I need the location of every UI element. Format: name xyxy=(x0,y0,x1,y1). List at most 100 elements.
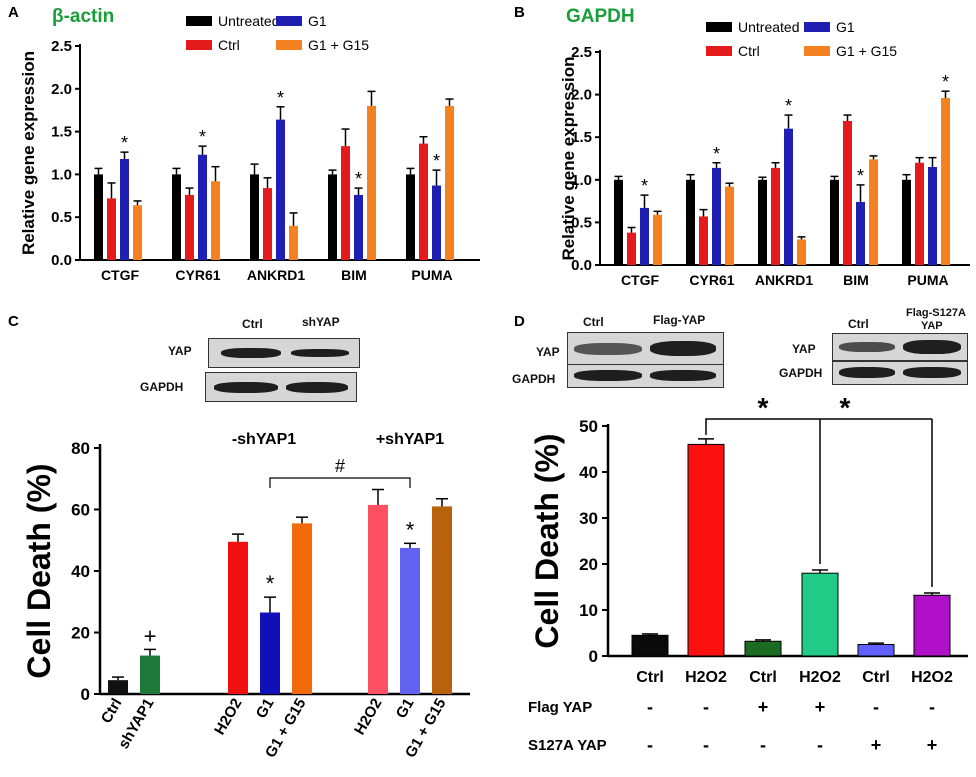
y-tick-label: 30 xyxy=(579,509,598,528)
y-tick-label: 80 xyxy=(71,439,90,458)
y-tick-label: 0.5 xyxy=(51,209,72,226)
bar xyxy=(198,154,207,260)
x-tick-label: H2O2 xyxy=(799,669,841,686)
y-tick-label: 1.0 xyxy=(51,166,72,183)
blot-d2-lane-flag-s127a: Flag-S127A xyxy=(906,307,966,319)
bar xyxy=(107,198,116,260)
x-tick-label: BIM xyxy=(341,267,367,283)
legend-swatch xyxy=(804,22,830,32)
x-tick-label: CYR61 xyxy=(175,267,220,283)
bar xyxy=(653,214,662,265)
blot-d1-lane-flag-yap: Flag-YAP xyxy=(653,313,706,327)
blot-c-yap-strip xyxy=(208,338,360,368)
y-tick-label: 1.5 xyxy=(571,129,592,146)
bar xyxy=(94,174,103,260)
y-tick-label: 40 xyxy=(579,463,598,482)
bar xyxy=(341,146,350,260)
significance-star: * xyxy=(355,169,362,189)
x-tick-label: Ctrl xyxy=(749,669,777,686)
x-tick-label: CTGF xyxy=(621,272,660,288)
legend-swatch xyxy=(276,16,302,26)
condition-mark: - xyxy=(817,735,823,755)
y-tick-label: 0.5 xyxy=(571,214,592,231)
bar xyxy=(292,523,312,694)
legend-label: Untreated xyxy=(738,19,799,35)
y-tick-label: 1.0 xyxy=(571,172,592,189)
blot-d1-gapdh-strip xyxy=(567,364,724,388)
blot-c-row-yap: YAP xyxy=(168,344,192,358)
bar xyxy=(712,167,721,265)
chart-d: 0 10 20 30 40 50 Cell Death (%) Ctrl H2O2 Ctrl H2O… xyxy=(528,392,968,755)
significance-star: * xyxy=(121,133,128,153)
significance-star: * xyxy=(758,392,769,423)
bar xyxy=(928,167,937,265)
blot-c-row-gapdh: GAPDH xyxy=(140,380,184,394)
legend-swatch xyxy=(706,22,732,32)
significance-bracket xyxy=(269,477,411,488)
condition-mark: - xyxy=(703,697,709,717)
bar xyxy=(250,174,259,260)
bar xyxy=(631,634,669,657)
x-tick-label: PUMA xyxy=(411,267,452,283)
y-tick-label: 2.5 xyxy=(51,38,72,55)
y-tick-label: 50 xyxy=(579,417,598,436)
x-tick-label: G1 xyxy=(253,696,278,722)
bar xyxy=(744,640,782,657)
blot-d2-row-yap: YAP xyxy=(792,342,816,356)
bar xyxy=(797,239,806,265)
bar xyxy=(640,207,649,265)
bar xyxy=(354,194,363,260)
bar xyxy=(784,128,793,265)
y-tick-label: 0.0 xyxy=(51,252,72,269)
bar xyxy=(758,179,767,265)
bar xyxy=(771,167,780,265)
blot-d2-lane-ctrl: Ctrl xyxy=(848,317,869,331)
condition-mark: - xyxy=(760,735,766,755)
bar xyxy=(915,162,924,265)
chart-a: 0.0 0.5 1.0 1.5 2.0 2.5 Relative gene expressi… xyxy=(19,6,480,283)
significance-bracket xyxy=(705,418,932,435)
x-tick-label: Ctrl xyxy=(636,669,664,686)
condition-mark: - xyxy=(703,735,709,755)
y-tick-label: 40 xyxy=(71,562,90,581)
bar xyxy=(432,185,441,260)
bar xyxy=(686,179,695,265)
x-tick-label: CTGF xyxy=(101,267,140,283)
condition-row-label: S127A YAP xyxy=(528,737,607,754)
bar xyxy=(400,547,420,694)
bar xyxy=(627,232,636,265)
x-tick-label: PUMA xyxy=(907,272,948,288)
bar xyxy=(687,443,725,657)
blot-d2-gapdh-strip xyxy=(832,361,968,385)
legend-swatch xyxy=(706,46,732,56)
condition-mark: - xyxy=(929,697,935,717)
condition-row-label: Flag YAP xyxy=(528,699,592,716)
significance-mark: # xyxy=(335,456,345,476)
legend-label: G1 + G15 xyxy=(308,37,369,53)
bar xyxy=(445,105,454,260)
legend-label: Ctrl xyxy=(738,43,760,59)
blot-c-gapdh-strip xyxy=(205,372,357,402)
bar xyxy=(432,506,452,694)
significance-star: * xyxy=(857,166,864,186)
legend-label: G1 + G15 xyxy=(836,43,897,59)
bar xyxy=(941,98,950,266)
legend-swatch xyxy=(186,40,212,50)
y-tick-label: 0.0 xyxy=(571,257,592,274)
significance-star: * xyxy=(277,88,284,108)
bar xyxy=(913,594,951,657)
y-axis-label: Cell Death (%) xyxy=(21,463,57,678)
x-tick-label: H2O2 xyxy=(911,669,953,686)
y-tick-label: 20 xyxy=(579,555,598,574)
significance-star: * xyxy=(199,127,206,147)
significance-star: * xyxy=(433,151,440,171)
x-tick-label: ANKRD1 xyxy=(755,272,814,288)
significance-star: * xyxy=(785,96,792,116)
x-tick-label: H2O2 xyxy=(685,669,727,686)
bar xyxy=(108,680,128,694)
legend-label: G1 xyxy=(836,19,855,35)
condition-mark: - xyxy=(647,697,653,717)
